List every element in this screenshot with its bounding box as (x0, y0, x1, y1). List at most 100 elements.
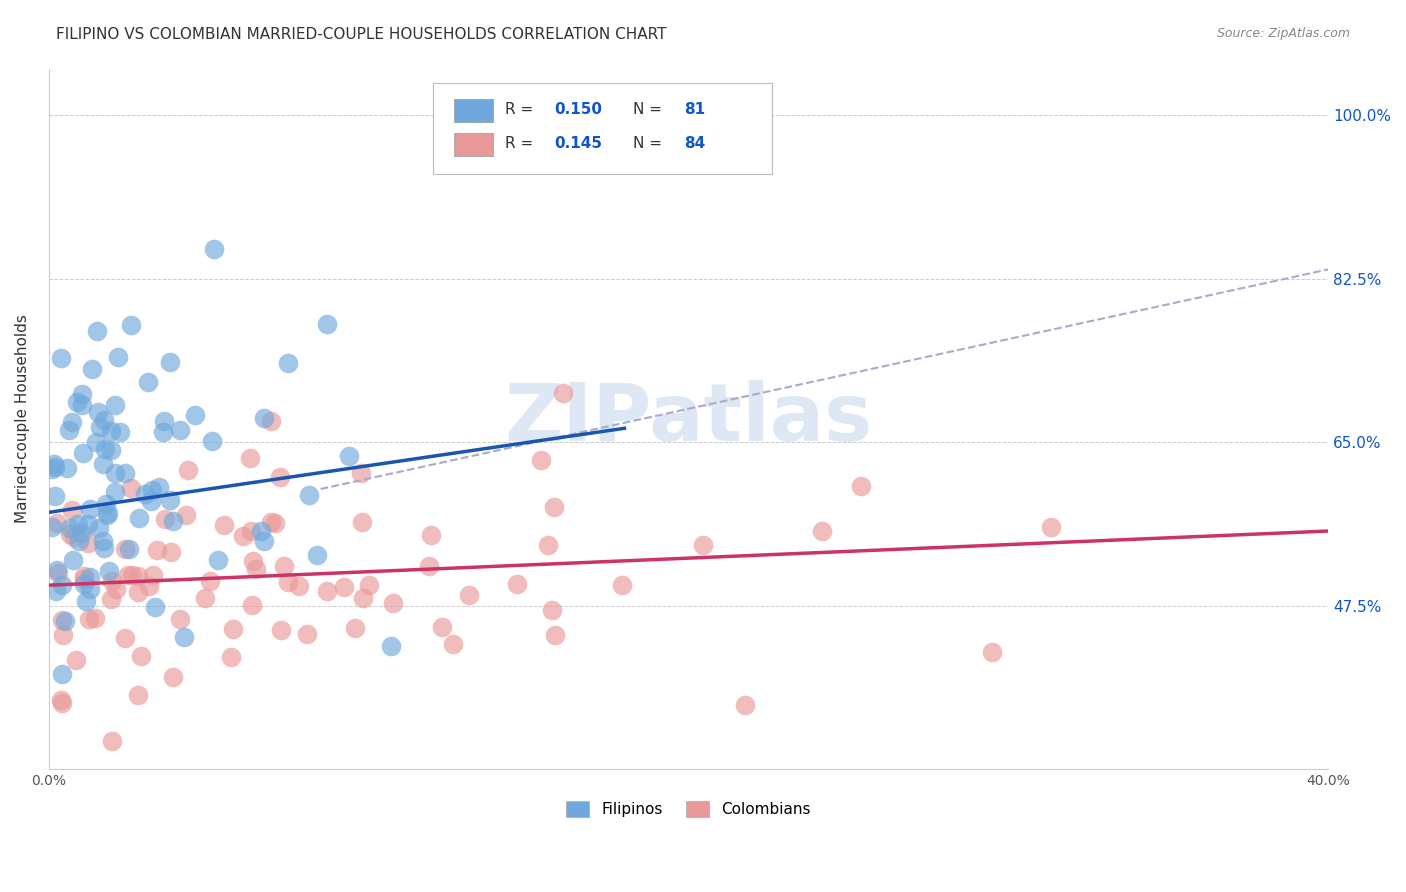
Point (101, 734, 124, 748)
Point (159, 493, 181, 508)
Point (73, 577, 96, 591)
Text: 0.150: 0.150 (554, 102, 602, 117)
Point (136, 375, 159, 389)
Point (245, 561, 267, 575)
Point (530, 453, 553, 467)
Point (160, 545, 183, 559)
Y-axis label: Married-couple Households: Married-couple Households (15, 315, 30, 524)
Point (69, 525, 91, 540)
Point (97, 506, 120, 520)
Point (134, 486, 156, 500)
Point (543, 628, 565, 642)
Point (72, 446, 94, 460)
Point (66, 517, 89, 532)
Point (120, 318, 142, 332)
Point (121, 567, 143, 582)
Point (86, 435, 108, 450)
Point (87, 521, 110, 535)
Point (352, 516, 374, 530)
Point (41, 520, 63, 534)
Point (93, 413, 115, 427)
Point (79, 582, 101, 596)
Point (333, 580, 356, 594)
Point (352, 591, 374, 606)
Point (51, 696, 73, 710)
Point (107, 350, 129, 364)
Point (316, 317, 339, 331)
Point (67, 534, 90, 549)
Point (297, 627, 319, 641)
Point (337, 449, 360, 463)
Point (60, 503, 83, 517)
Text: N =: N = (634, 102, 668, 117)
Point (981, 645, 1004, 659)
Point (183, 409, 205, 423)
FancyBboxPatch shape (433, 83, 772, 174)
Text: R =: R = (506, 102, 538, 117)
Point (91, 457, 114, 471)
Point (174, 508, 197, 523)
Point (108, 425, 131, 440)
Point (458, 588, 481, 602)
Point (380, 639, 402, 653)
Point (104, 466, 127, 480)
Point (70, 387, 93, 401)
Point (145, 599, 167, 614)
Point (77, 612, 100, 626)
Point (1040, 520, 1063, 534)
Point (202, 242, 225, 256)
Point (240, 524, 263, 539)
Point (93, 541, 115, 555)
Point (148, 480, 170, 494)
Point (851, 479, 873, 493)
Point (420, 527, 443, 541)
Point (264, 516, 287, 530)
Point (141, 483, 163, 497)
Point (52, 628, 75, 642)
Point (418, 558, 440, 573)
Point (76, 536, 98, 550)
Point (49, 692, 72, 706)
Point (118, 541, 141, 556)
Point (94, 442, 117, 457)
Point (212, 517, 235, 532)
Point (811, 524, 834, 538)
Point (270, 623, 292, 637)
Point (152, 425, 174, 440)
Point (62, 552, 84, 566)
Point (46, 563, 69, 577)
Point (232, 529, 254, 543)
Text: FILIPINO VS COLOMBIAN MARRIED-COUPLE HOUSEHOLDS CORRELATION CHART: FILIPINO VS COLOMBIAN MARRIED-COUPLE HOU… (56, 27, 666, 42)
Point (277, 356, 299, 370)
Point (253, 411, 276, 425)
Point (734, 698, 756, 712)
Point (70, 398, 93, 412)
Point (100, 443, 122, 458)
Point (219, 650, 242, 665)
Point (269, 470, 291, 484)
Point (553, 385, 575, 400)
Point (53, 614, 76, 628)
Point (173, 630, 195, 644)
Point (58, 423, 80, 437)
Point (100, 424, 122, 438)
Point (104, 582, 127, 597)
Point (287, 579, 309, 593)
Point (96, 508, 118, 523)
Point (543, 500, 565, 515)
Point (260, 515, 283, 529)
Point (316, 584, 339, 599)
Point (46, 566, 69, 580)
Point (42, 457, 65, 471)
Point (169, 612, 191, 626)
Point (176, 462, 198, 476)
Text: Source: ZipAtlas.com: Source: ZipAtlas.com (1216, 27, 1350, 40)
Point (129, 648, 152, 663)
Point (127, 585, 149, 599)
Point (127, 569, 149, 583)
Point (89, 419, 111, 434)
Point (506, 577, 529, 591)
Point (159, 355, 181, 369)
Point (51, 613, 73, 627)
Point (114, 466, 136, 480)
